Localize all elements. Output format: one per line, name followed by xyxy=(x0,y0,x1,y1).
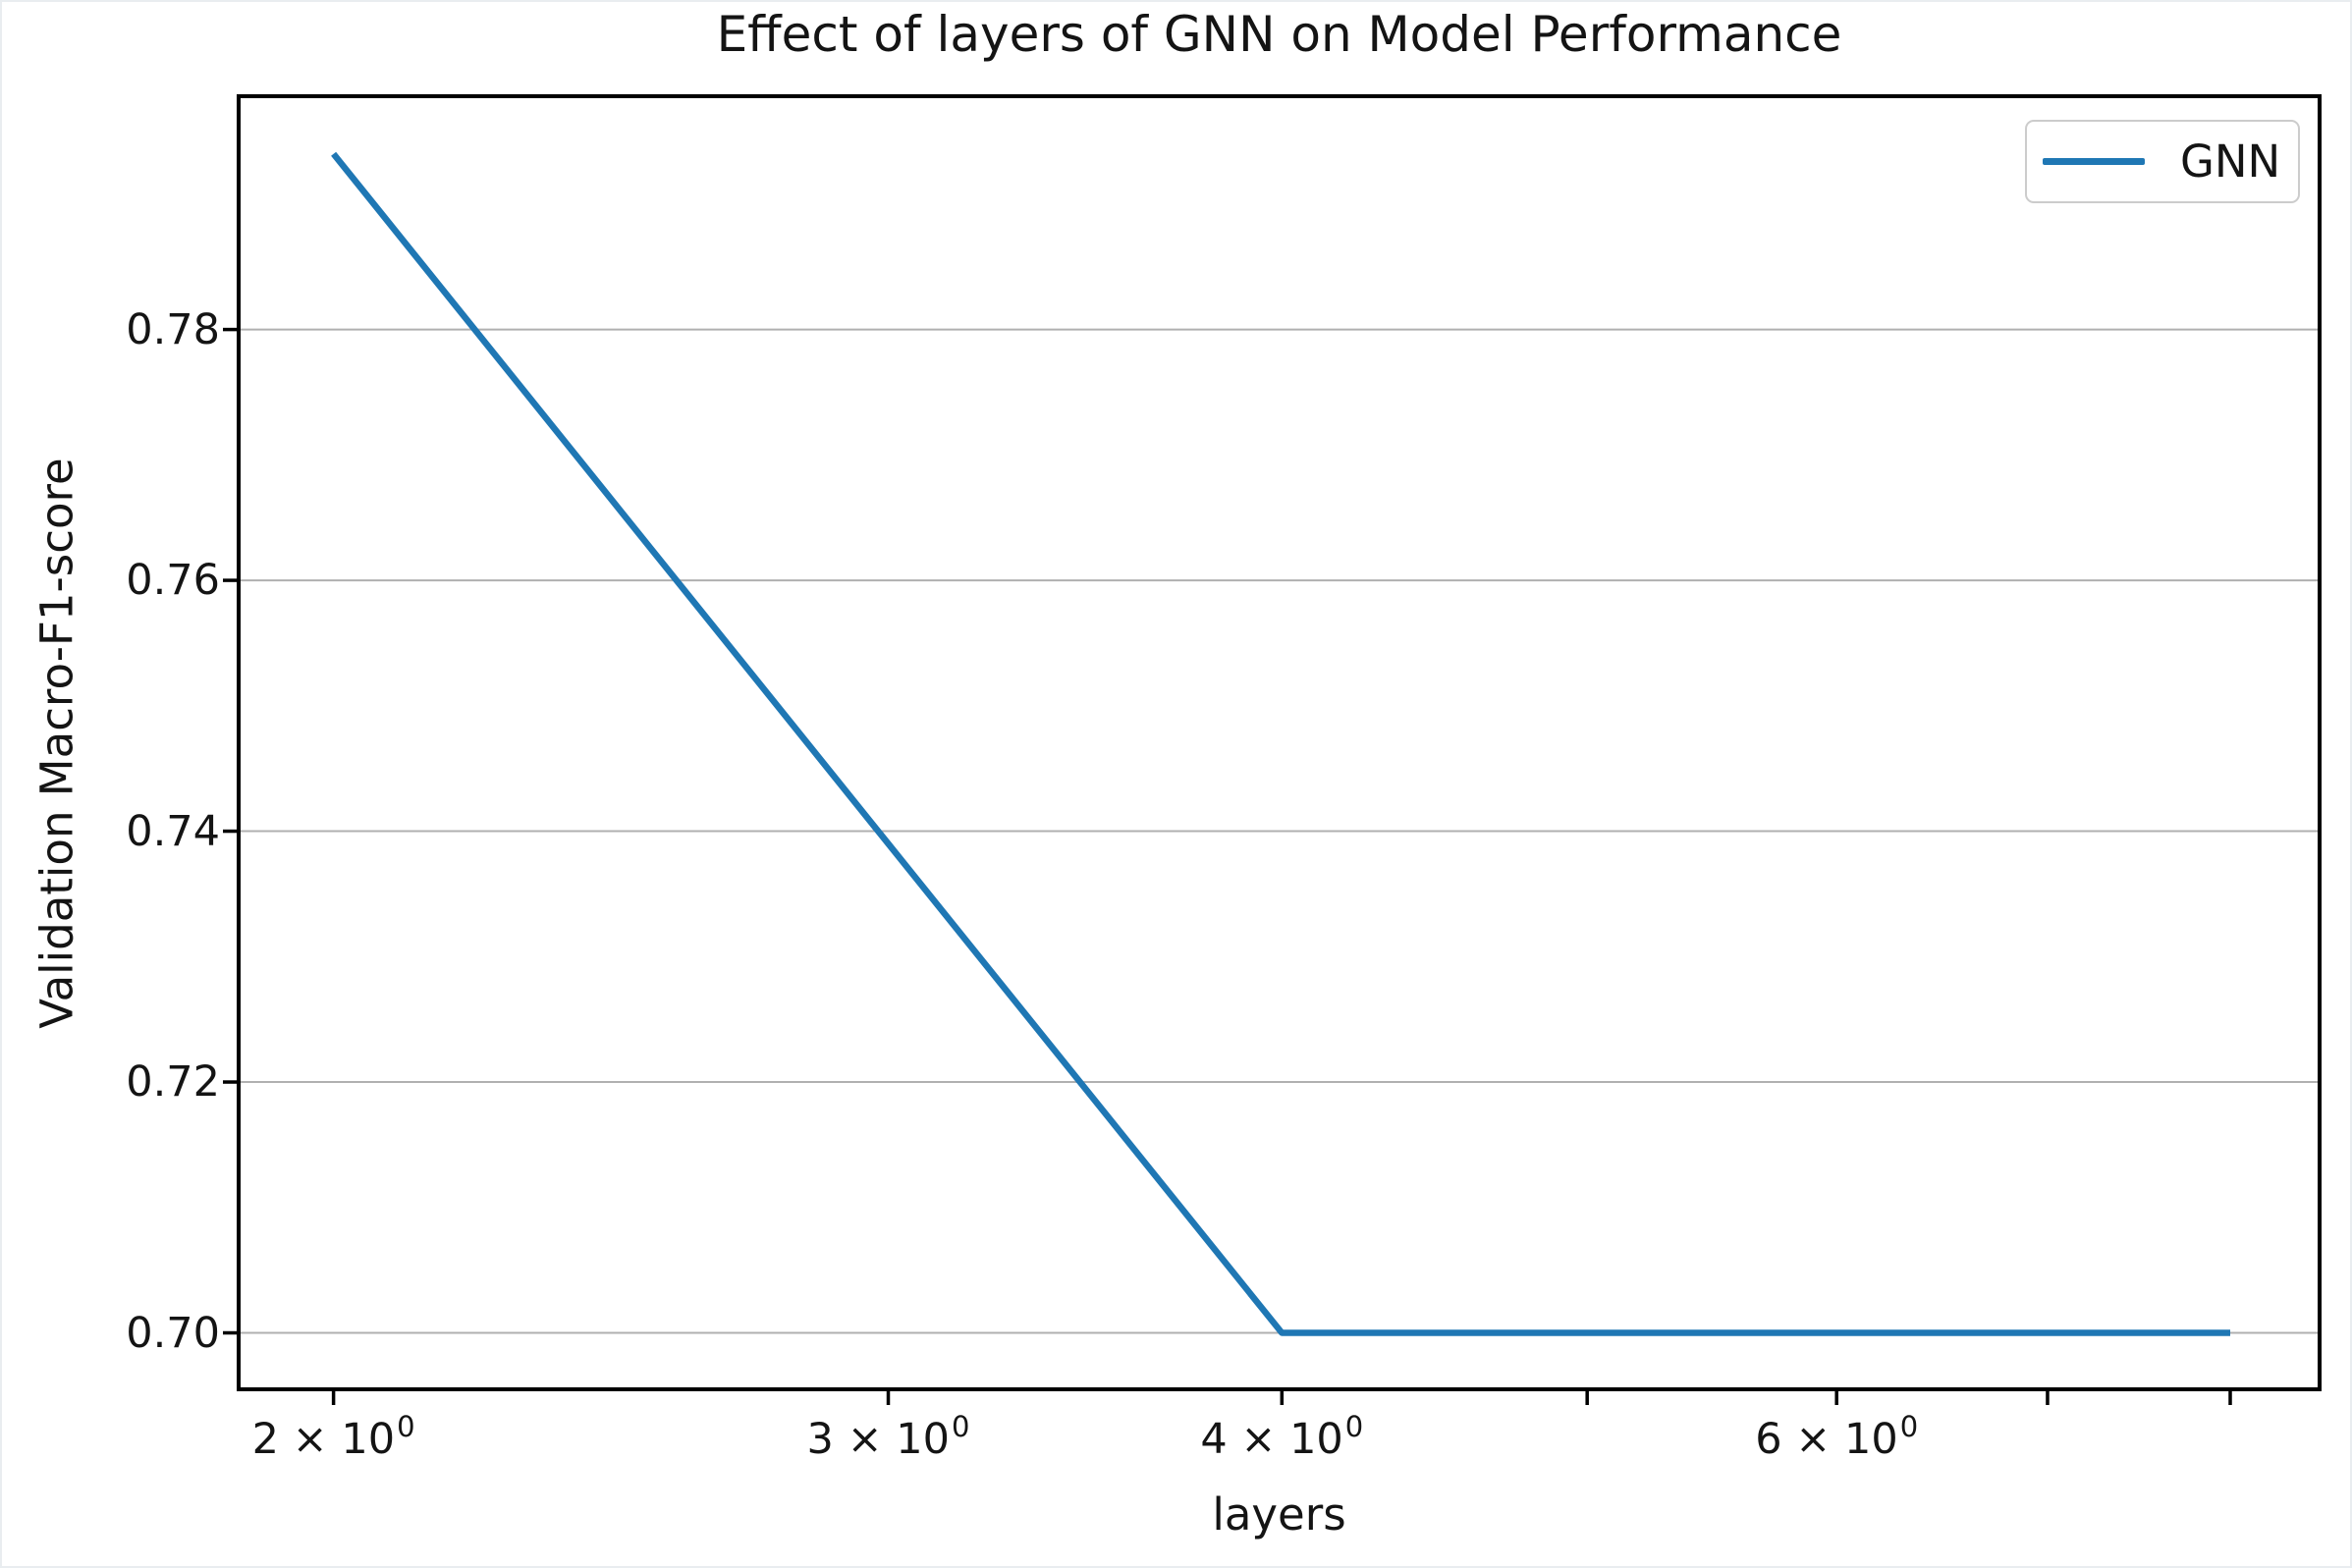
y-axis-label: Validation Macro-F1-score xyxy=(30,458,83,1029)
y-tick-label: 0.76 xyxy=(126,556,220,606)
x-tick-label: 4 × 100 xyxy=(1200,1410,1364,1464)
x-tick-label: 6 × 100 xyxy=(1755,1410,1919,1464)
legend-label: GNN xyxy=(2180,135,2281,188)
x-tick-label: 2 × 100 xyxy=(251,1410,415,1464)
legend: GNN xyxy=(2025,120,2300,203)
chart-title: Effect of layers of GNN on Model Perform… xyxy=(716,6,1842,63)
plot-frame xyxy=(237,94,2322,1391)
y-tick-label: 0.78 xyxy=(126,304,220,354)
x-tick-label: 3 × 100 xyxy=(806,1410,970,1464)
x-axis-label: layers xyxy=(1212,1488,1346,1541)
y-tick-label: 0.74 xyxy=(126,806,220,856)
legend-line-sample xyxy=(2043,158,2145,165)
data-line xyxy=(331,151,2230,1336)
y-tick-label: 0.70 xyxy=(126,1308,220,1358)
y-tick-label: 0.72 xyxy=(126,1057,220,1108)
